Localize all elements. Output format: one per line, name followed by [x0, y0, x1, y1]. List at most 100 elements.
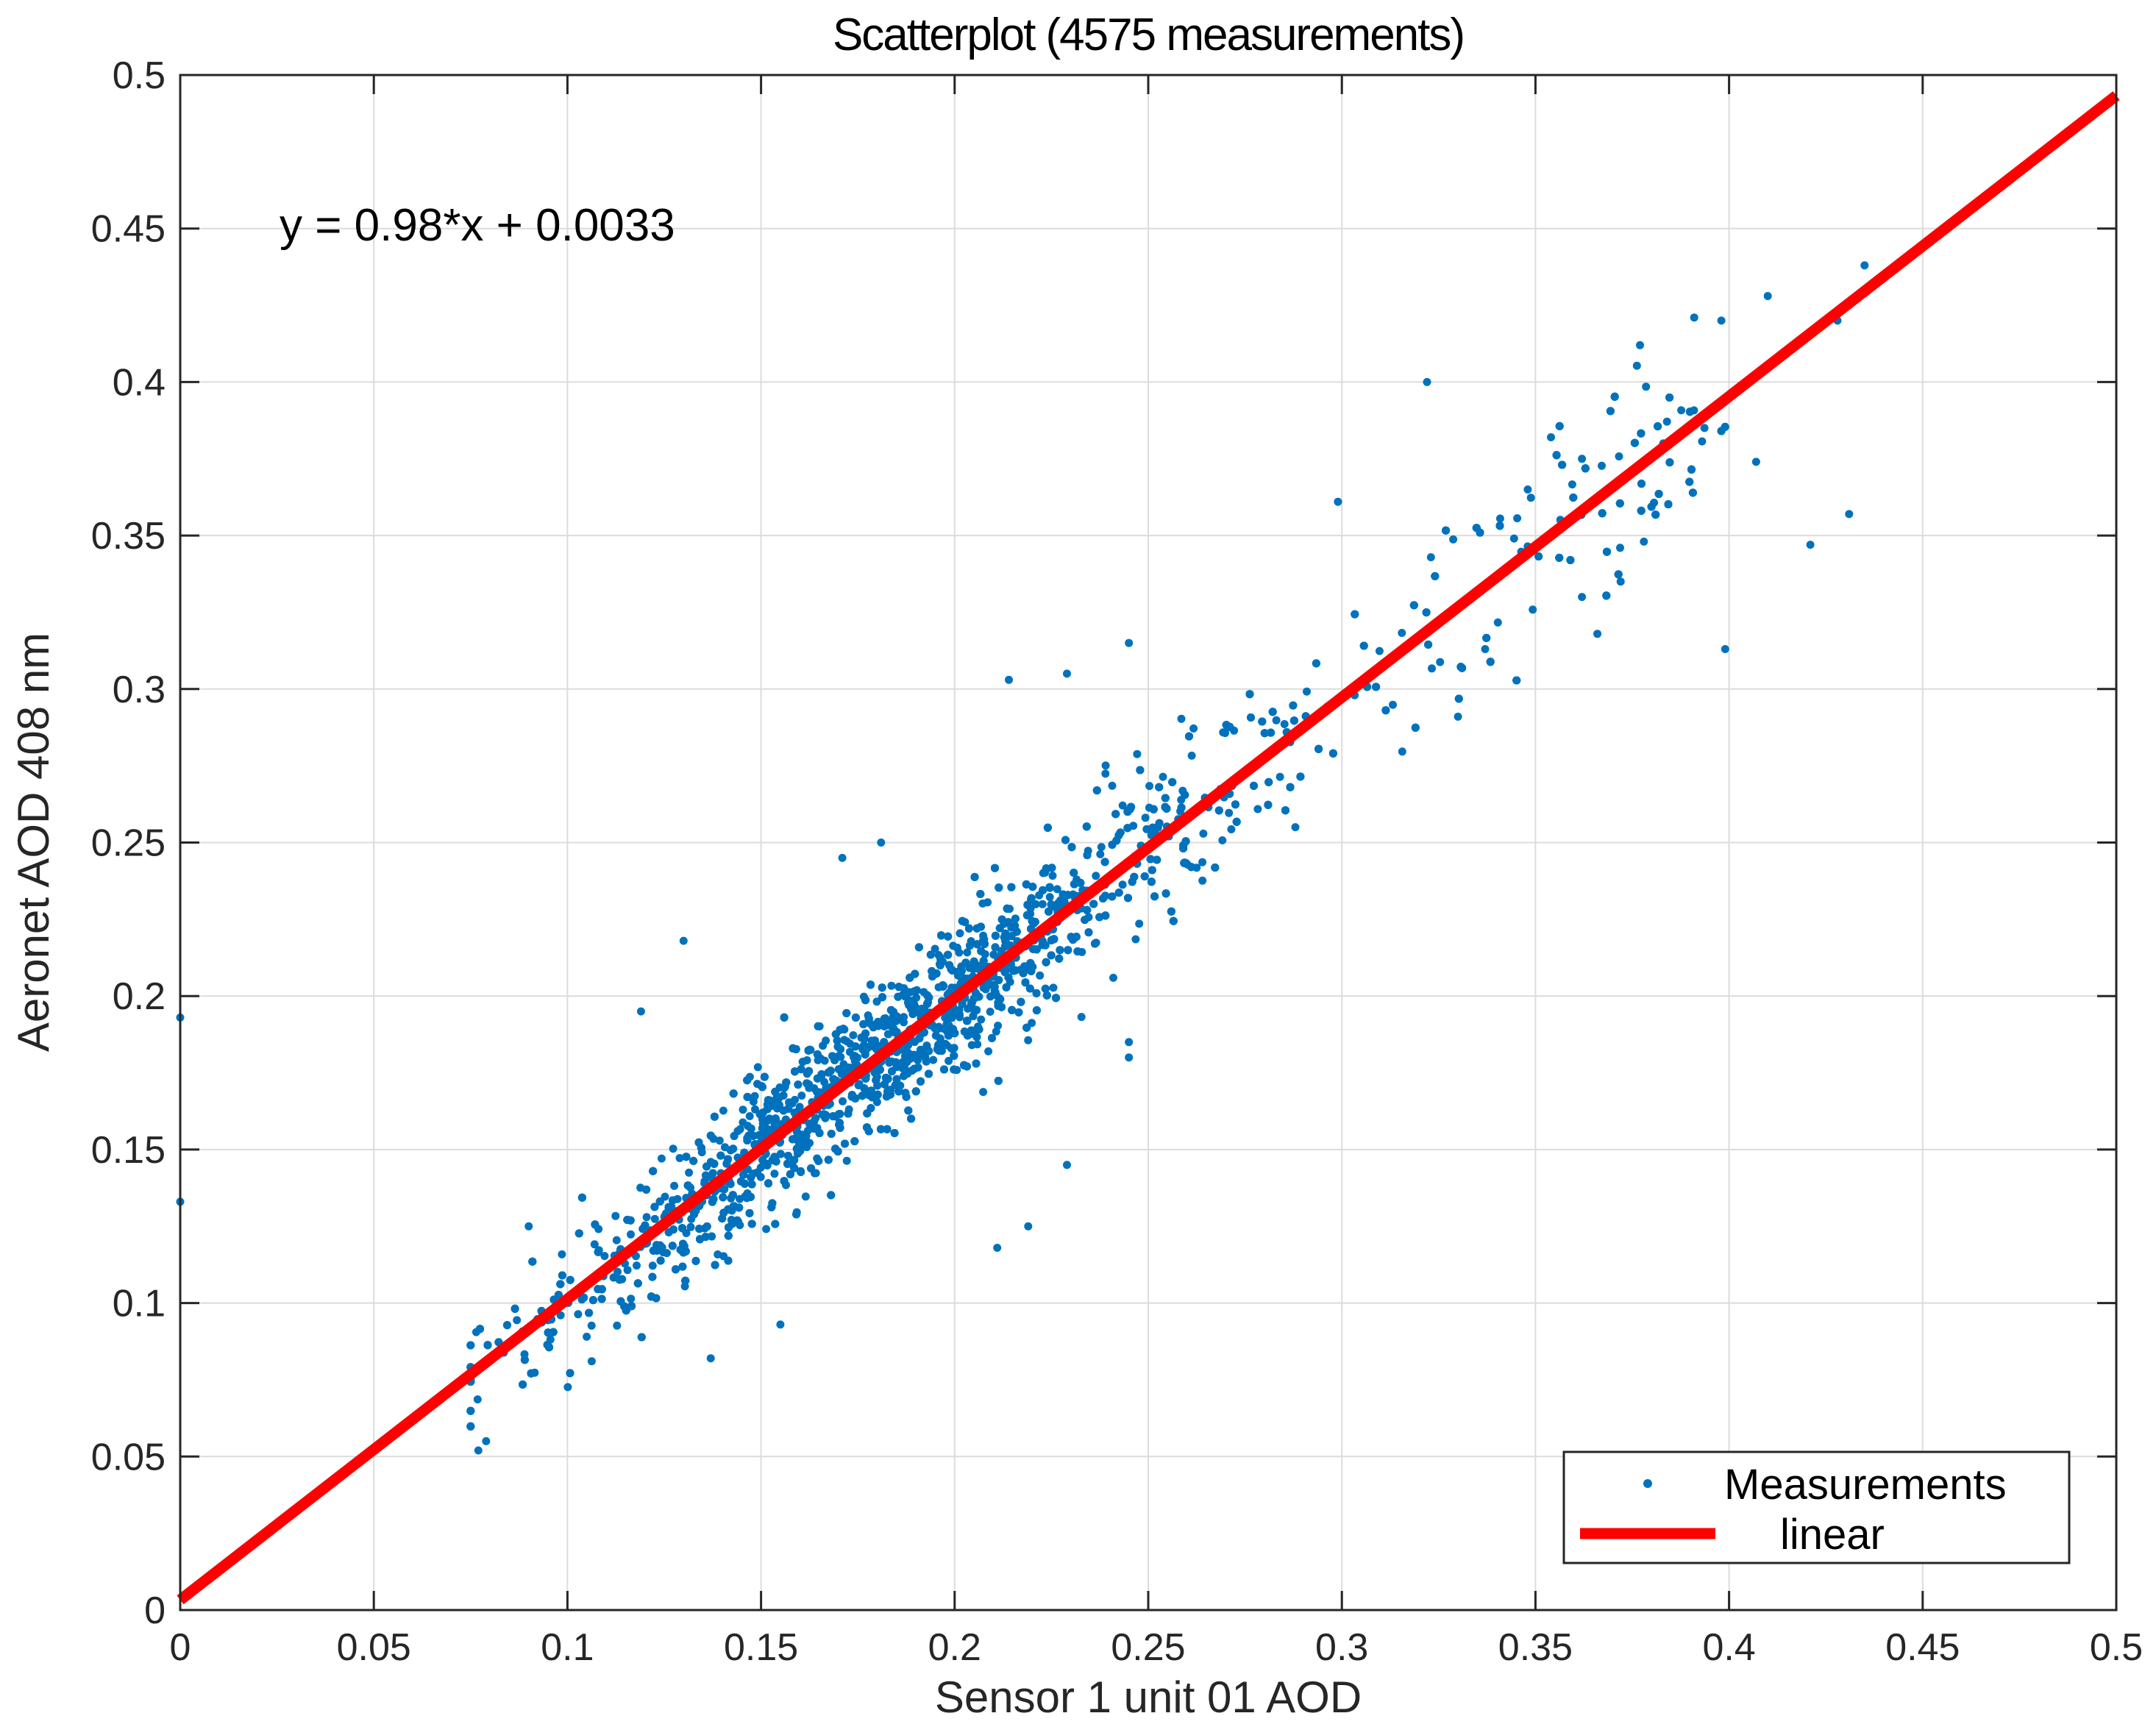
data-point — [1436, 658, 1445, 666]
data-point — [753, 1063, 762, 1072]
data-point — [1161, 794, 1170, 802]
data-point — [910, 1064, 919, 1073]
data-point — [544, 1328, 552, 1337]
data-point — [1041, 984, 1050, 993]
data-point — [758, 1108, 767, 1117]
data-point — [627, 1230, 635, 1239]
data-point — [685, 1168, 694, 1177]
data-point — [967, 1030, 975, 1038]
data-point — [706, 1131, 715, 1140]
data-point — [1614, 570, 1623, 579]
data-point — [1063, 669, 1071, 678]
data-point — [681, 1276, 690, 1285]
data-point — [729, 1089, 738, 1098]
data-point — [519, 1380, 527, 1389]
data-point — [1409, 601, 1418, 610]
data-point — [727, 1206, 736, 1215]
data-point — [1125, 1038, 1134, 1047]
data-point — [1063, 1161, 1071, 1169]
data-point — [1082, 822, 1091, 831]
data-point — [936, 960, 944, 969]
data-point — [878, 993, 886, 1002]
data-point — [1578, 455, 1587, 463]
data-point — [870, 1036, 879, 1045]
data-point — [1495, 521, 1504, 530]
data-point — [939, 981, 947, 990]
data-point — [702, 1162, 711, 1171]
data-point — [1495, 514, 1504, 523]
y-tick-label: 0.45 — [91, 208, 166, 251]
data-point — [864, 1127, 873, 1136]
data-point — [911, 1087, 920, 1096]
data-point — [1424, 640, 1433, 649]
data-point — [702, 1222, 711, 1231]
data-point — [970, 872, 979, 881]
data-point — [1312, 659, 1320, 668]
data-point — [546, 1335, 555, 1344]
data-point — [755, 1131, 764, 1139]
data-point — [587, 1357, 596, 1366]
data-point — [988, 1033, 996, 1042]
data-point — [577, 1193, 586, 1202]
data-point — [1677, 406, 1686, 415]
data-point — [1187, 863, 1195, 872]
data-point — [747, 1173, 755, 1182]
data-point — [944, 1031, 953, 1040]
data-point — [1359, 641, 1368, 650]
data-point — [1566, 556, 1575, 564]
data-point — [955, 1010, 964, 1019]
data-point — [1084, 928, 1093, 937]
data-point — [1664, 500, 1673, 509]
data-point — [991, 943, 1000, 952]
data-point — [683, 1181, 692, 1190]
data-point — [1111, 810, 1120, 819]
data-point — [834, 1052, 842, 1061]
data-point — [1268, 708, 1277, 716]
x-tick-label: 0.3 — [1315, 1626, 1368, 1669]
data-point — [970, 957, 978, 966]
data-point — [697, 1144, 705, 1153]
data-point — [993, 1244, 1002, 1252]
data-point — [739, 1118, 747, 1127]
data-point — [1125, 1053, 1134, 1062]
data-point — [925, 1047, 933, 1055]
data-point — [655, 1241, 664, 1250]
data-point — [675, 1154, 684, 1162]
data-point — [1147, 877, 1156, 886]
legend-linear-label: linear — [1780, 1511, 1885, 1559]
data-point — [1161, 889, 1170, 898]
data-point — [780, 1177, 789, 1186]
data-point — [637, 1333, 646, 1342]
data-point — [706, 1354, 715, 1363]
data-point — [1717, 316, 1726, 325]
data-point — [1028, 883, 1037, 891]
data-point — [1187, 751, 1196, 760]
axis-ticks: 0 0.05 0.1 0.15 0.2 0.25 0.3 0.35 0.4 0.45 0.500.0… — [91, 54, 2143, 1669]
data-point — [1642, 382, 1651, 391]
data-point — [613, 1267, 622, 1276]
data-point — [558, 1271, 566, 1280]
data-point — [861, 1074, 870, 1083]
data-point — [1630, 438, 1639, 447]
data-point — [689, 1156, 698, 1165]
data-point — [1024, 1222, 1033, 1231]
data-point — [947, 1044, 956, 1053]
data-point — [979, 956, 988, 965]
data-point — [1064, 891, 1072, 900]
data-point — [961, 958, 970, 967]
data-point — [782, 1078, 791, 1087]
data-point — [1289, 716, 1298, 725]
data-point — [1389, 700, 1397, 709]
data-point — [1296, 772, 1305, 781]
data-point — [1096, 850, 1105, 858]
data-point — [1276, 772, 1284, 781]
data-point — [886, 1090, 894, 1099]
data-point — [1169, 916, 1178, 925]
data-point — [1135, 919, 1144, 928]
data-point — [815, 1129, 824, 1137]
data-point — [1334, 497, 1342, 506]
data-point — [659, 1248, 668, 1257]
data-point — [950, 1051, 958, 1060]
data-point — [874, 1017, 883, 1026]
data-point — [1100, 858, 1109, 866]
